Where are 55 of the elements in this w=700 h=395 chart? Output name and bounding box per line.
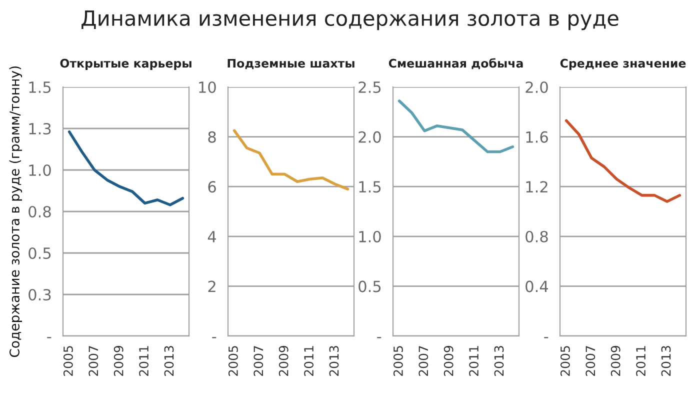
y-tick-label: 0.5 (358, 280, 381, 292)
x-tick-label: 2013 (494, 346, 504, 376)
x-tick-label: 2009 (610, 346, 620, 376)
line-series (564, 119, 682, 203)
y-tick-label: 2.0 (358, 131, 381, 143)
x-tick-label: 2005 (560, 346, 570, 376)
y-tick-label: - (212, 337, 216, 338)
y-tick-label: 2.5 (358, 81, 381, 94)
x-tick-label: 2013 (329, 346, 339, 376)
y-tick-label: 0.8 (28, 206, 51, 218)
y-tick-label: 1.2 (526, 181, 548, 192)
x-tick-label: 2011 (304, 346, 314, 376)
x-tick-label: 2011 (469, 346, 479, 376)
y-tick-label: 4 (208, 231, 216, 242)
chart-title: Подземные шахты (228, 58, 354, 70)
x-tick-label: 2009 (444, 346, 454, 376)
y-tick-label: 1.5 (29, 82, 51, 94)
x-tick-label: 2007 (254, 346, 264, 376)
y-tick-label: 0.4 (526, 280, 548, 292)
x-tick-label: 2009 (278, 346, 288, 376)
y-tick-label: 1.6 (526, 131, 548, 143)
y-tick-label: 6 (208, 181, 216, 193)
y-tick-label: 8 (208, 131, 216, 143)
x-tick-label: 2011 (636, 346, 646, 376)
x-tick-label: 2005 (228, 346, 238, 376)
x-tick-label: 2013 (661, 346, 671, 376)
x-tick-label: 2007 (586, 346, 596, 376)
y-tick-label: - (47, 337, 52, 338)
y-tick-label: 10 (199, 81, 216, 94)
x-tick-label: 2005 (63, 346, 73, 376)
y-tick-label: - (377, 337, 382, 338)
y-tick-label: 0.5 (28, 247, 51, 260)
x-tick-label: 2007 (418, 346, 428, 376)
y-tick-label: 2 (208, 280, 216, 292)
y-tick-label: - (544, 337, 548, 338)
y-axis-title: Содержание золота в руде (грамм/тонну) (9, 66, 22, 357)
x-tick-label: 2009 (114, 346, 124, 376)
text: Динамика изменения содержания золота в руде (82, 10, 618, 30)
chart-title: Среднее значение (560, 58, 686, 70)
y-tick-label: 1.0 (29, 164, 51, 176)
y-tick-label: 0.3 (28, 288, 51, 301)
x-tick-label: 2007 (88, 346, 98, 376)
y-tick-label: 1.0 (359, 230, 381, 242)
x-tick-label: 2011 (139, 346, 149, 376)
y-tick-label: 1.5 (359, 181, 381, 193)
x-tick-label: 2005 (393, 346, 403, 376)
line-series (68, 130, 184, 206)
y-tick-label: 2.0 (526, 81, 548, 94)
y-tick-label: 1.3 (29, 122, 51, 135)
y-tick-label: 0.8 (526, 230, 548, 242)
chart-title: Открытые карьеры (60, 58, 192, 70)
line-series (398, 100, 514, 154)
x-tick-label: 2013 (164, 346, 174, 376)
line-series (232, 129, 350, 190)
chart-title: Смешанная добыча (388, 58, 523, 70)
